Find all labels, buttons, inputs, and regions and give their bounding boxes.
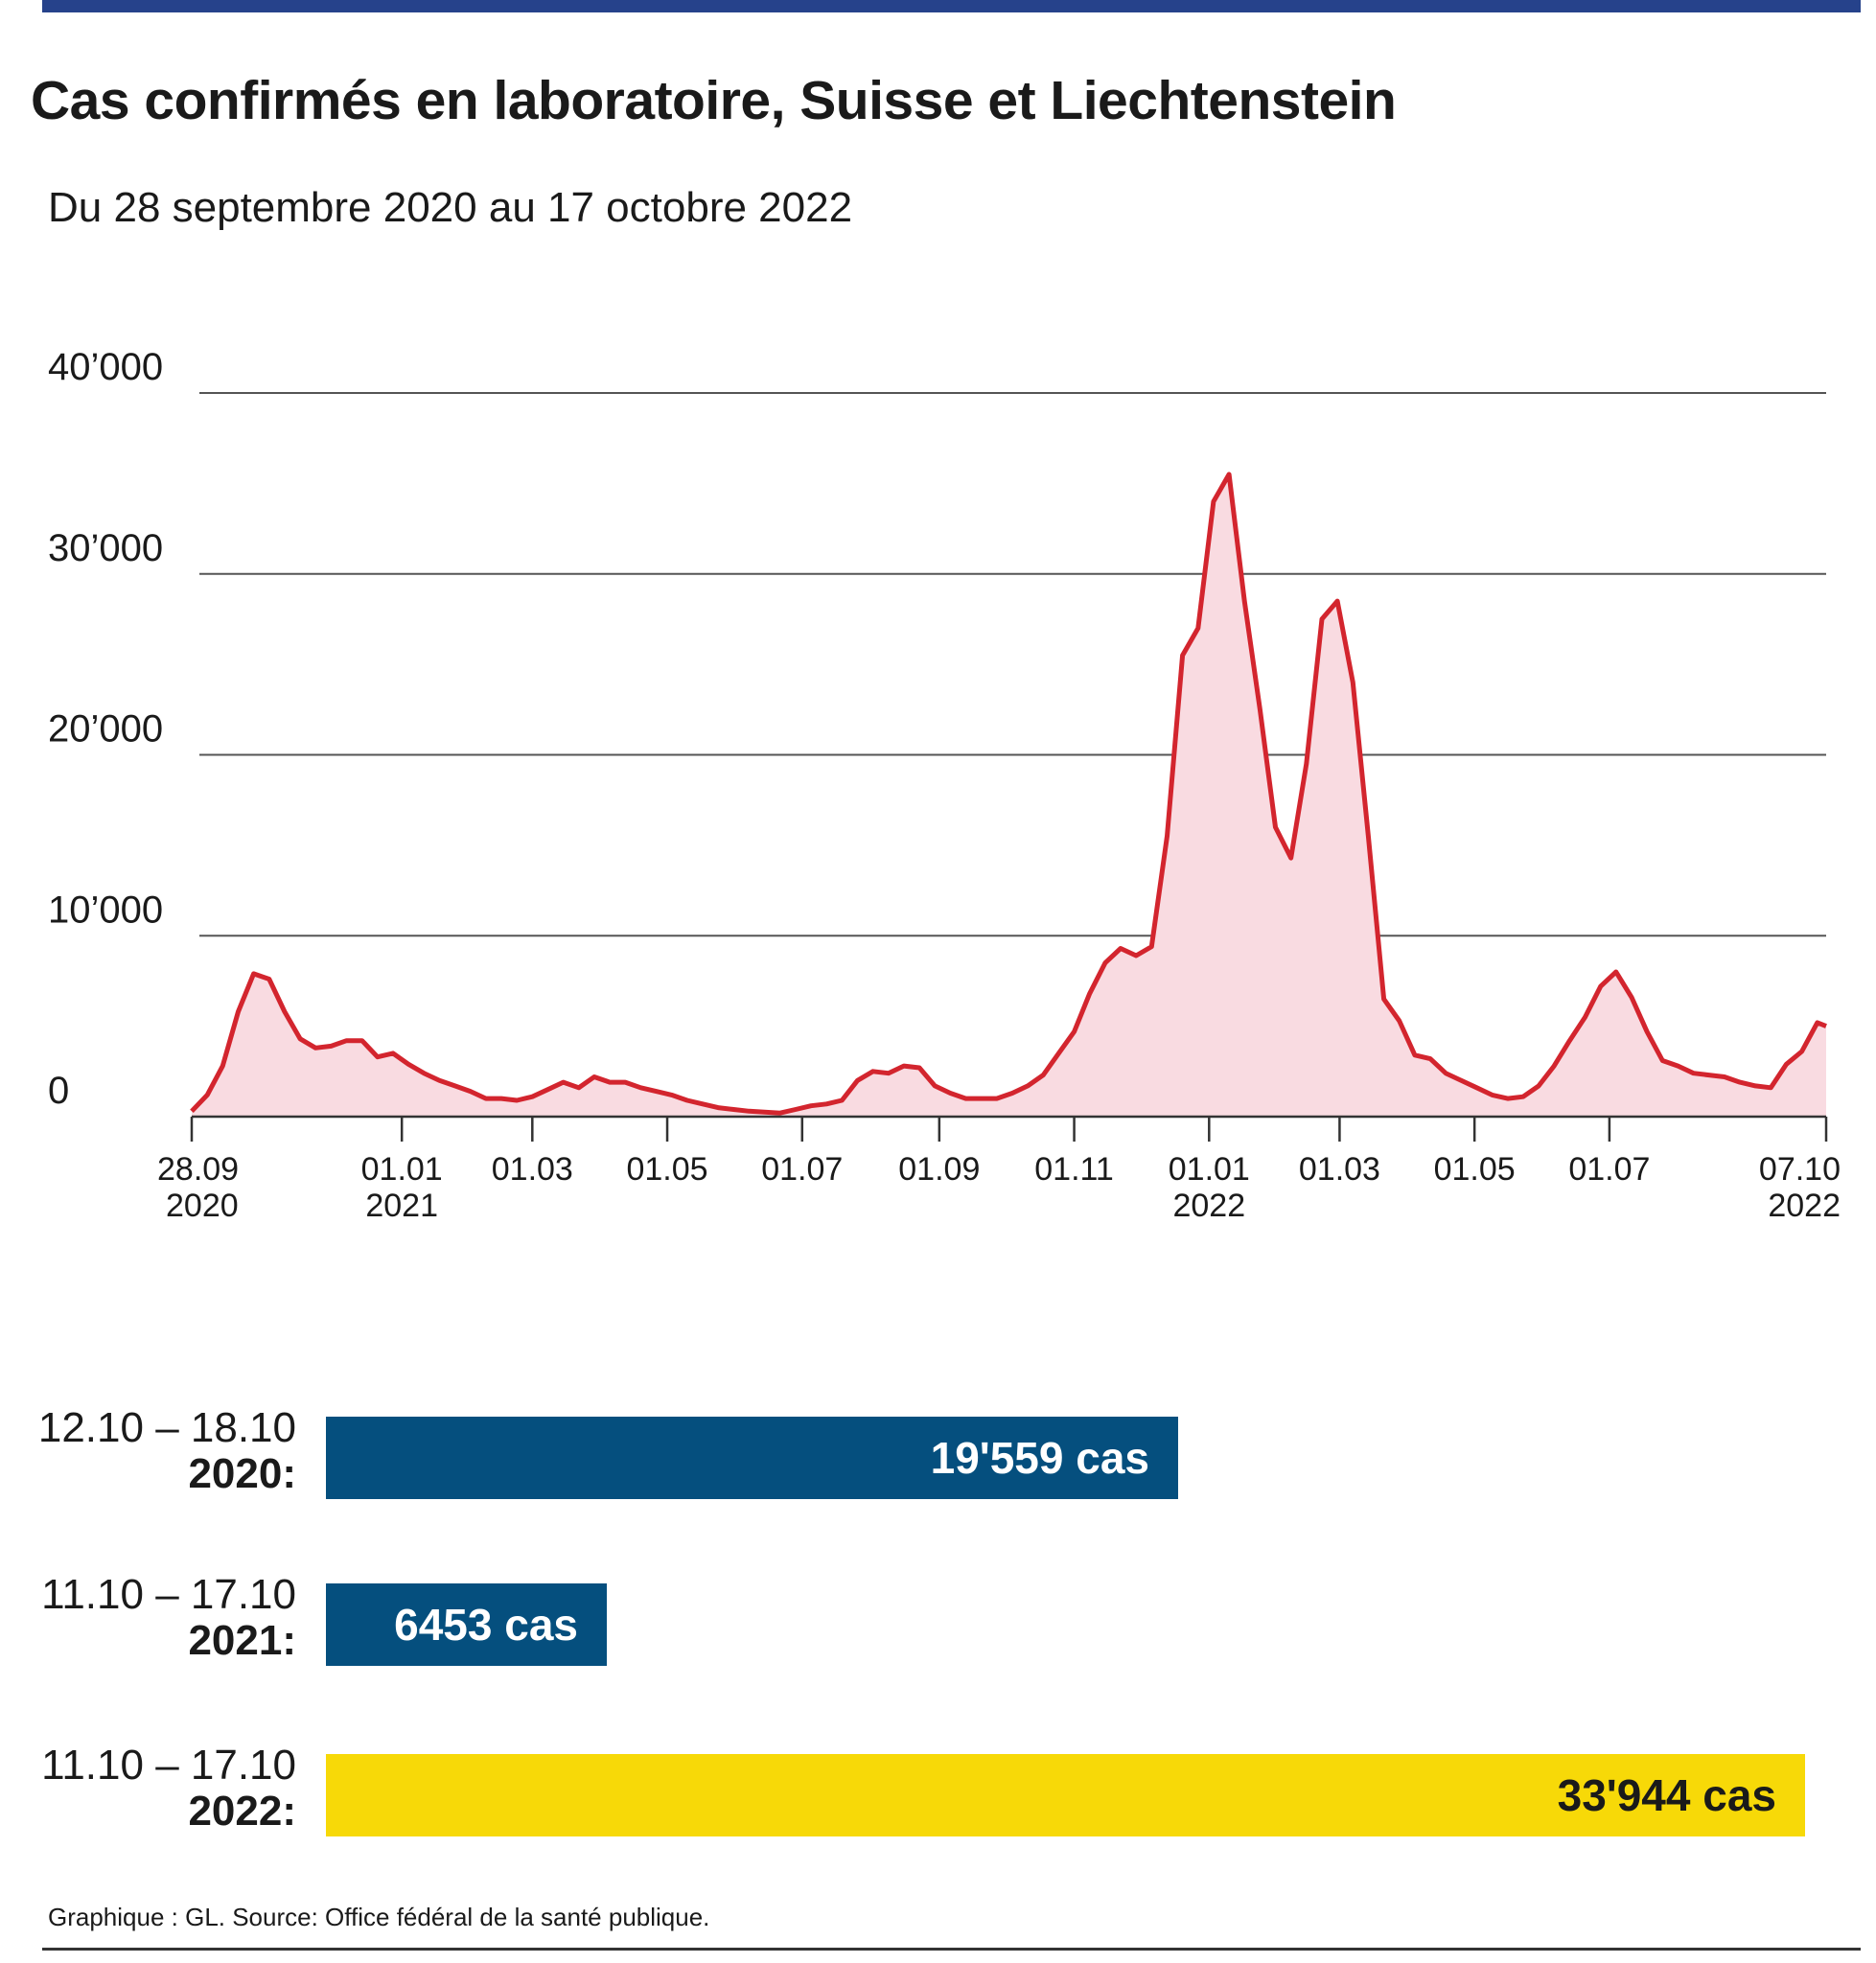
x-tick-label: 01.07 bbox=[1568, 1151, 1650, 1188]
source-note: Graphique : GL. Source: Office fédéral d… bbox=[48, 1903, 710, 1931]
x-tick-year: 2021 bbox=[365, 1188, 438, 1224]
y-tick-label: 0 bbox=[48, 1070, 69, 1112]
bar-2021: 6453 cas bbox=[326, 1583, 607, 1666]
chart-subtitle: Du 28 septembre 2020 au 17 octobre 2022 bbox=[48, 184, 853, 231]
series-area bbox=[192, 473, 1826, 1117]
bar-period-year: 2020: bbox=[188, 1450, 296, 1497]
y-tick-label: 20’000 bbox=[48, 708, 163, 751]
bar-row-2020: 12.10 – 18.10 2020: 19'559 cas bbox=[0, 1405, 1876, 1503]
x-tick-label: 07.10 bbox=[1759, 1151, 1841, 1188]
bar-value-label: 19'559 cas bbox=[930, 1433, 1149, 1483]
y-tick-label: 10’000 bbox=[48, 889, 163, 931]
y-tick-label: 40’000 bbox=[48, 346, 163, 388]
bar-period-label: 12.10 – 18.10 2020: bbox=[38, 1405, 296, 1497]
bar-row-2022: 11.10 – 17.10 2022: 33'944 cas bbox=[0, 1743, 1876, 1840]
bar-period-year: 2022: bbox=[188, 1788, 296, 1835]
x-tick-label: 28.09 bbox=[157, 1151, 239, 1188]
chart-title: Cas confirmés en laboratoire, Suisse et … bbox=[31, 70, 1397, 131]
bar-period-label: 11.10 – 17.10 2021: bbox=[41, 1572, 296, 1664]
bar-2022: 33'944 cas bbox=[326, 1754, 1805, 1836]
bar-value-label: 6453 cas bbox=[394, 1600, 578, 1650]
line-chart: 010’00020’00030’00040’00028.09202001.012… bbox=[48, 346, 1841, 1224]
x-tick-year: 2022 bbox=[1172, 1188, 1245, 1224]
x-tick-label: 01.05 bbox=[626, 1151, 707, 1188]
x-tick-label: 01.07 bbox=[761, 1151, 843, 1188]
bar-period-dates: 11.10 – 17.10 bbox=[41, 1571, 296, 1618]
x-tick-label: 01.01 bbox=[361, 1151, 443, 1188]
bar-period-year: 2021: bbox=[188, 1617, 296, 1664]
bar-period-label: 11.10 – 17.10 2022: bbox=[41, 1743, 296, 1835]
bar-period-dates: 12.10 – 18.10 bbox=[37, 1404, 296, 1451]
y-tick-label: 30’000 bbox=[48, 527, 163, 569]
bar-period-dates: 11.10 – 17.10 bbox=[41, 1742, 296, 1789]
bar-value-label: 33'944 cas bbox=[1557, 1770, 1776, 1820]
top-accent-rule bbox=[42, 0, 1861, 12]
x-tick-label: 01.05 bbox=[1434, 1151, 1516, 1188]
x-tick-year: 2020 bbox=[166, 1188, 239, 1224]
bottom-rule bbox=[42, 1948, 1861, 1951]
x-tick-label: 01.03 bbox=[492, 1151, 573, 1188]
x-tick-label: 01.09 bbox=[898, 1151, 980, 1188]
x-tick-label: 01.03 bbox=[1299, 1151, 1380, 1188]
bar-row-2021: 11.10 – 17.10 2021: 6453 cas bbox=[0, 1572, 1876, 1670]
series-line bbox=[190, 472, 1827, 1116]
x-tick-label: 01.11 bbox=[1034, 1151, 1114, 1188]
x-tick-label: 01.01 bbox=[1169, 1151, 1250, 1188]
x-tick-year: 2022 bbox=[1768, 1188, 1841, 1224]
bar-2020: 19'559 cas bbox=[326, 1417, 1178, 1499]
